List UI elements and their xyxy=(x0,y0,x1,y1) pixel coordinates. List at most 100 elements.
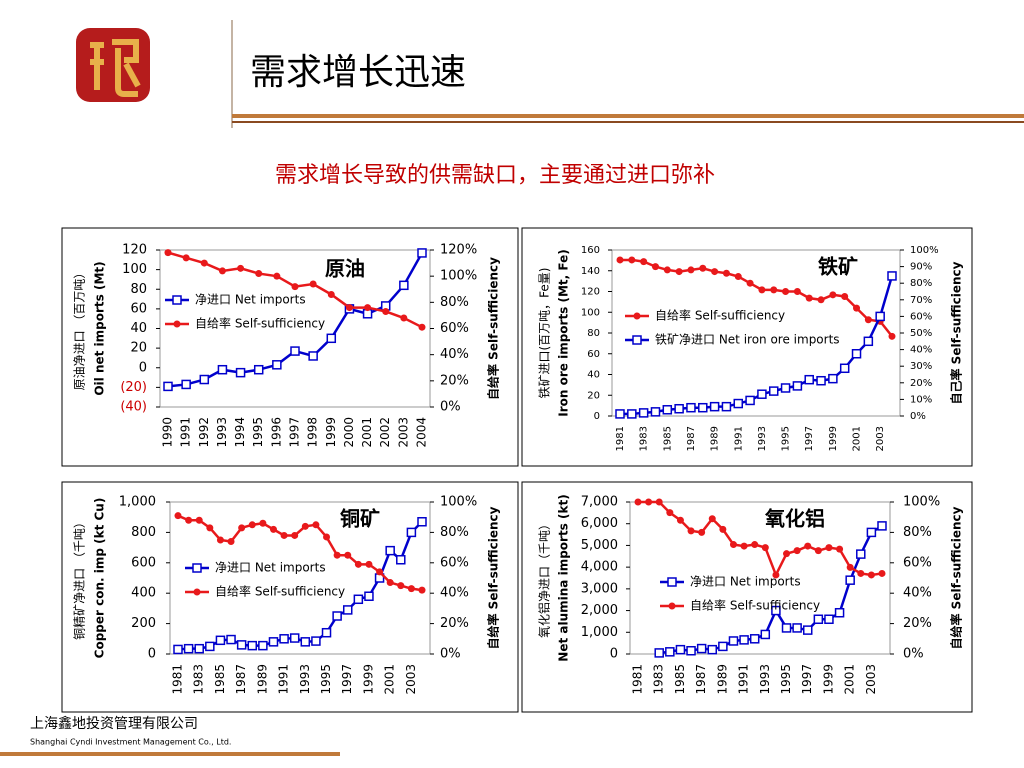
marker xyxy=(816,375,826,386)
marker xyxy=(407,585,415,593)
marker xyxy=(332,611,342,621)
y2-tick-label: 120% xyxy=(440,243,477,258)
legend-label: 自给率 Self-sufficiency xyxy=(195,316,325,331)
marker xyxy=(397,582,405,590)
y2-axis-label: 自给率 Self-sufficiency xyxy=(949,506,964,649)
chart-panel xyxy=(61,227,519,467)
y-tick-label: 5,000 xyxy=(581,538,618,553)
y2-axis-label: 自给率 Self-sufficiency xyxy=(486,506,501,649)
marker xyxy=(709,401,720,412)
y2-tick-label: 20% xyxy=(440,373,469,388)
legend-marker xyxy=(192,563,202,573)
marker xyxy=(365,560,373,568)
y-tick-label: 1,000 xyxy=(581,625,618,640)
marker xyxy=(651,263,659,271)
marker xyxy=(253,364,264,375)
marker xyxy=(344,551,352,559)
marker xyxy=(746,279,754,287)
marker xyxy=(841,292,849,300)
marker xyxy=(864,316,872,324)
marker xyxy=(181,379,191,390)
x-tick-label: 1997 xyxy=(804,426,815,451)
x-tick-label: 1994 xyxy=(233,417,247,448)
footer-company: 上海鑫地投资管理有限公司 xyxy=(30,715,198,732)
marker xyxy=(418,586,426,594)
chart-title: 铁矿 xyxy=(818,255,858,279)
legend-marker xyxy=(667,577,677,587)
marker xyxy=(733,398,744,409)
y-tick-label: 60 xyxy=(130,301,147,316)
marker xyxy=(655,498,663,506)
marker xyxy=(829,291,837,299)
marker xyxy=(163,381,173,392)
y-tick-label: 600 xyxy=(131,555,156,570)
plot-area xyxy=(629,501,891,655)
marker xyxy=(845,575,855,585)
marker xyxy=(290,346,300,356)
y2-tick-label: 40% xyxy=(440,347,469,362)
x-tick-label: 1983 xyxy=(192,664,206,695)
footer-company-en: Shanghai Cyndi Investment Management Co.… xyxy=(30,738,231,747)
marker xyxy=(721,401,732,412)
x-tick-label: 1999 xyxy=(324,417,338,448)
marker xyxy=(828,373,838,384)
marker xyxy=(205,641,215,652)
y2-tick-label: 20% xyxy=(440,616,469,631)
legend-marker xyxy=(633,312,641,320)
legend-marker xyxy=(172,295,182,305)
y-axis-label: Net alumina imports (kt) xyxy=(557,494,571,661)
y2-tick-label: 60% xyxy=(440,555,469,570)
x-tick-label: 1991 xyxy=(179,417,193,448)
y-axis-label: 铁矿进口(百万吨，Fe量) xyxy=(538,268,552,399)
y-tick-label: 0 xyxy=(148,647,156,662)
x-tick-label: 1987 xyxy=(234,664,248,695)
marker xyxy=(200,259,208,267)
y2-tick-label: 40% xyxy=(440,586,469,601)
x-tick-label: 1989 xyxy=(715,664,729,695)
marker xyxy=(342,605,353,615)
x-tick-label: 1996 xyxy=(269,417,283,448)
marker xyxy=(353,594,364,605)
y-tick-label: 6,000 xyxy=(581,516,618,531)
marker xyxy=(770,286,778,294)
marker xyxy=(385,545,395,556)
marker xyxy=(676,516,684,524)
legend-marker xyxy=(632,335,642,345)
marker xyxy=(217,364,228,375)
x-tick-label: 1989 xyxy=(255,664,269,695)
x-tick-label: 1989 xyxy=(710,426,721,451)
chart-title: 氧化铝 xyxy=(764,507,825,531)
marker xyxy=(760,629,771,640)
marker xyxy=(783,550,791,558)
marker xyxy=(877,521,887,531)
marker xyxy=(364,304,372,312)
y-tick-label: 0 xyxy=(139,360,147,375)
marker xyxy=(856,549,866,559)
marker xyxy=(418,323,426,331)
marker xyxy=(333,551,341,559)
marker xyxy=(768,386,779,396)
marker xyxy=(309,280,317,288)
marker xyxy=(183,643,194,654)
marker xyxy=(781,623,792,633)
marker xyxy=(878,569,886,577)
x-tick-label: 1997 xyxy=(800,664,814,695)
marker xyxy=(728,636,739,646)
chart-panel xyxy=(61,481,519,713)
y2-tick-label: 50% xyxy=(910,328,932,339)
marker xyxy=(218,267,226,275)
marker xyxy=(707,644,718,655)
marker xyxy=(417,517,427,527)
x-tick-label: 1995 xyxy=(779,664,793,695)
marker xyxy=(399,280,409,291)
marker xyxy=(323,533,331,541)
legend-label: 自给率 Self-sufficiency xyxy=(655,308,785,323)
series-line xyxy=(659,524,883,655)
legend-label: 净进口 Net imports xyxy=(690,575,801,589)
marker xyxy=(814,547,822,555)
y2-tick-label: 40% xyxy=(910,345,932,356)
slide-subtitle: 需求增长导致的供需缺口，主要通过进口弥补 xyxy=(275,163,715,188)
x-tick-label: 2000 xyxy=(342,417,356,448)
chart-panel xyxy=(521,227,973,467)
logo-glyph xyxy=(90,39,141,97)
